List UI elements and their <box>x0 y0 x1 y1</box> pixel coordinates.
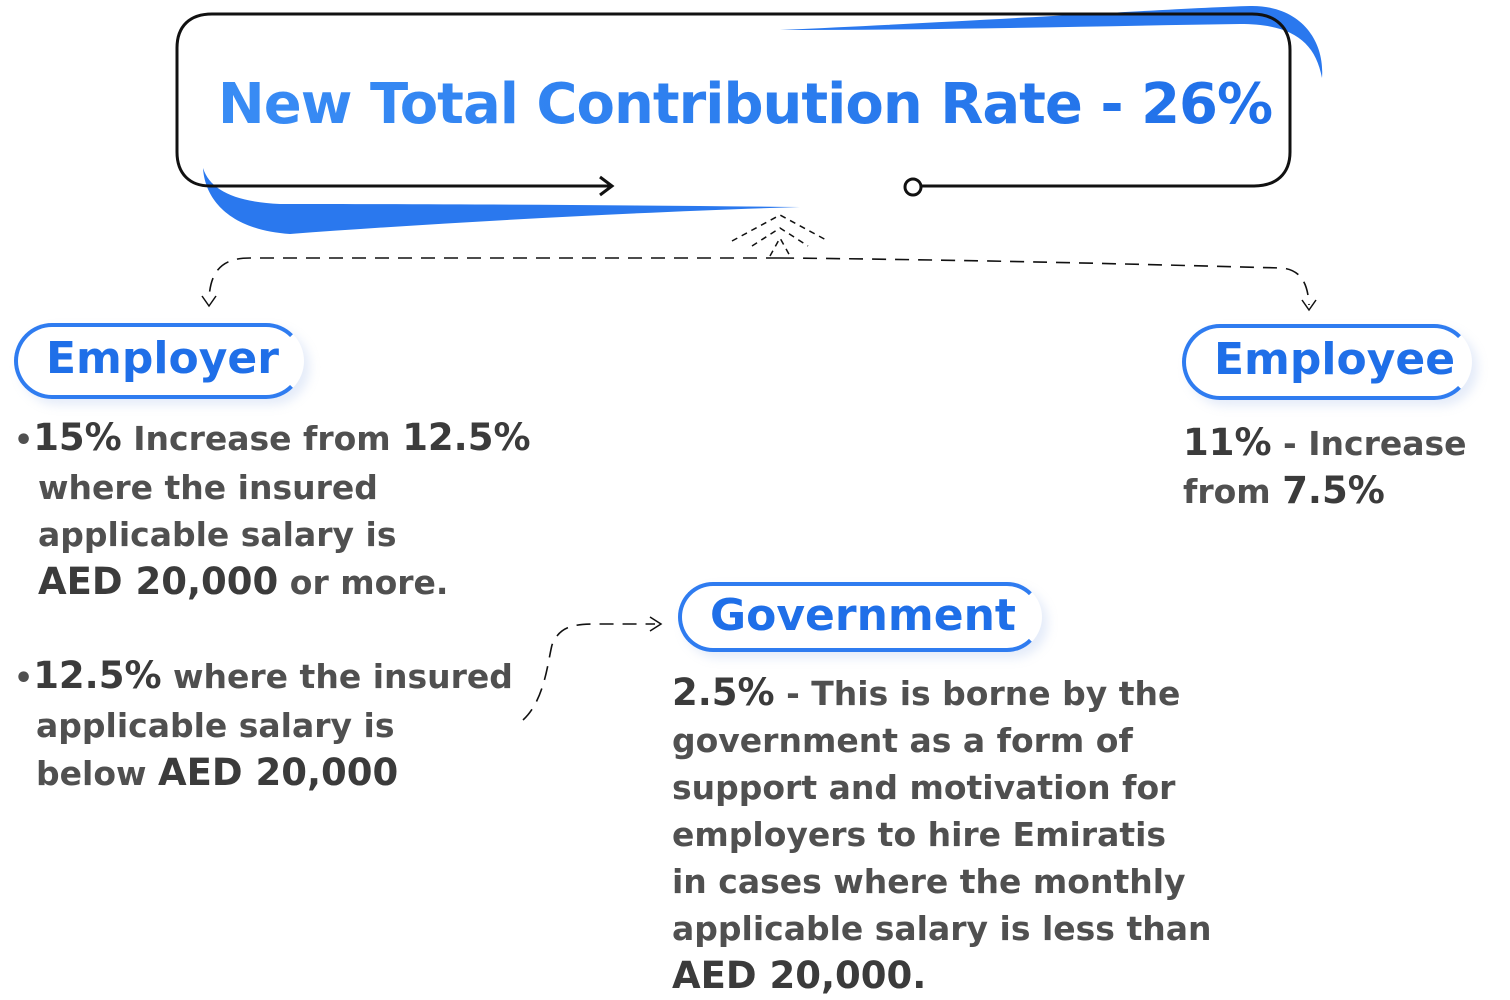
employee-text-increase: - Increase <box>1271 424 1467 463</box>
employee-text-from: from <box>1183 472 1283 511</box>
title-box-outline <box>175 12 1292 188</box>
government-rate: 2.5% <box>672 671 775 714</box>
employer-text-increase: Increase from <box>121 419 403 458</box>
blue-swoosh-top <box>780 5 1323 78</box>
employer-item-1-line4: or more. <box>278 563 449 602</box>
government-text-line3: support and motivation for <box>672 768 1176 807</box>
government-text-line5: in cases where the monthly <box>672 862 1186 901</box>
employer-header: Employer <box>14 323 304 399</box>
circle-end-icon <box>903 177 923 197</box>
government-text: 2.5% - This is borne by the government a… <box>672 669 1211 1000</box>
employer-label: Employer <box>46 333 279 384</box>
employer-item-1: •15% Increase from 12.5% where the insur… <box>14 414 531 606</box>
arrow-down-employee-icon <box>1301 299 1317 312</box>
page-title: New Total Contribution Rate - 26% <box>180 72 1310 137</box>
employer-rate: 15% <box>33 416 122 459</box>
employer-item-2-line2: applicable salary is <box>36 706 395 745</box>
up-arrow-marks <box>731 214 829 257</box>
arrow-down-employer-icon <box>201 295 217 308</box>
employer-item-1-line3: applicable salary is <box>38 515 397 554</box>
government-text-line2: government as a form of <box>672 721 1133 760</box>
government-label: Government <box>710 590 1016 641</box>
employer-from-rate: 12.5% <box>402 416 531 459</box>
employee-label: Employee <box>1214 334 1456 385</box>
employee-from-rate: 7.5% <box>1282 469 1385 512</box>
employee-rate: 11% <box>1183 421 1272 464</box>
bullet-icon: • <box>14 423 34 458</box>
employee-header: Employee <box>1182 324 1472 400</box>
employer-item-2: •12.5% where the insured applicable sala… <box>14 652 513 797</box>
employer-item-2-amount: AED 20,000 <box>157 751 399 794</box>
government-text-line6: applicable salary is less than <box>672 909 1212 948</box>
connector-employee <box>779 257 1310 306</box>
employee-text: 11% - Increase from 7.5% <box>1183 419 1467 515</box>
connector-government <box>522 623 655 721</box>
employer-item-2-line3: below <box>36 754 158 793</box>
blue-swoosh-bottom <box>203 168 800 234</box>
employer-item-1-line2: where the insured <box>38 468 378 507</box>
government-text-line4: employers to hire Emiratis <box>672 815 1167 854</box>
government-amount: AED 20,000. <box>672 954 927 997</box>
bullet-icon: • <box>14 661 34 696</box>
government-text-line1: - This is borne by the <box>774 674 1181 713</box>
arrow-right-government-icon <box>649 616 663 632</box>
employer-item-1-amount: AED 20,000 <box>38 560 279 603</box>
arrow-head-icon <box>599 175 615 197</box>
government-header: Government <box>678 582 1042 652</box>
employer-rate-below: 12.5% <box>33 654 162 697</box>
connector-employer <box>208 257 780 301</box>
employer-item-2-text: where the insured <box>161 657 513 696</box>
